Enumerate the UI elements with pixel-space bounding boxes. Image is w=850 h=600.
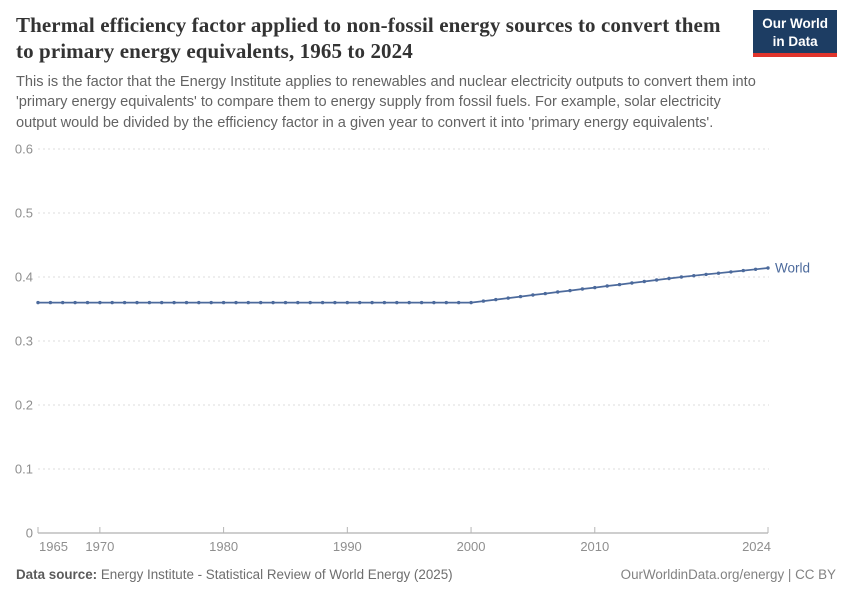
data-point <box>679 275 684 279</box>
data-point <box>320 300 325 305</box>
data-point <box>692 274 696 278</box>
data-point <box>729 270 733 274</box>
data-point <box>432 300 436 305</box>
data-source-label: Data source: <box>16 567 98 582</box>
data-point <box>531 293 535 297</box>
data-point <box>184 300 189 305</box>
series-line <box>38 267 769 304</box>
data-point <box>259 300 263 305</box>
data-point <box>73 300 77 305</box>
y-tick-label: 0 <box>26 526 33 541</box>
data-point <box>741 268 745 273</box>
data-point <box>345 300 349 305</box>
data-point <box>172 300 176 305</box>
data-point <box>556 290 560 294</box>
data-point <box>36 300 40 305</box>
data-point <box>246 300 250 305</box>
data-point <box>147 300 152 305</box>
data-point <box>457 300 461 305</box>
x-tick-label: 2010 <box>580 539 609 554</box>
chart-title: Thermal efficiency factor applied to non… <box>16 13 721 64</box>
x-tick-label: 2000 <box>457 539 486 554</box>
data-point <box>654 278 659 282</box>
data-point <box>283 300 288 305</box>
y-tick-label: 0.1 <box>15 462 33 477</box>
data-point <box>48 300 53 305</box>
y-tick-label: 0.5 <box>15 206 33 221</box>
x-tick-label: 1970 <box>85 539 114 554</box>
data-point <box>568 288 572 293</box>
data-point <box>605 284 609 288</box>
data-point <box>122 300 127 305</box>
owid-logo-line1: Our World <box>762 16 828 31</box>
data-point <box>333 300 337 305</box>
data-point <box>308 300 312 305</box>
y-tick-label: 0.4 <box>15 270 33 285</box>
data-point <box>494 297 498 302</box>
data-point <box>271 300 275 305</box>
x-tick-label: 1965 <box>39 539 68 554</box>
data-point <box>580 287 585 291</box>
y-tick-label: 0.6 <box>15 142 33 157</box>
data-point <box>358 300 362 305</box>
data-point <box>753 267 758 271</box>
y-tick-label: 0.2 <box>15 398 33 413</box>
data-point <box>382 300 387 305</box>
data-point <box>481 299 486 303</box>
data-point <box>667 276 671 281</box>
data-point <box>407 300 411 305</box>
data-point <box>704 272 708 277</box>
chart-footer: Data source: Energy Institute - Statisti… <box>16 567 836 582</box>
data-point <box>444 300 448 305</box>
data-point <box>642 279 646 284</box>
data-point <box>518 294 523 299</box>
data-point <box>716 271 721 275</box>
data-point <box>419 300 424 305</box>
data-source-value: Energy Institute - Statistical Review of… <box>100 567 453 582</box>
data-point <box>85 300 90 305</box>
data-point <box>61 300 65 305</box>
data-point <box>160 300 164 305</box>
data-point <box>469 300 473 305</box>
data-point <box>296 300 300 305</box>
data-point <box>221 300 226 305</box>
data-point <box>593 285 597 290</box>
x-tick-label: 2024 <box>742 539 771 554</box>
data-point <box>543 291 547 296</box>
data-point <box>370 300 374 305</box>
x-tick-label: 1980 <box>209 539 238 554</box>
credit-link[interactable]: OurWorldinData.org/energy | CC BY <box>620 567 836 582</box>
owid-logo-line2: in Data <box>772 33 818 49</box>
x-tick-label: 1990 <box>333 539 362 554</box>
owid-logo[interactable]: Our World in Data <box>753 10 837 58</box>
data-point <box>395 300 399 305</box>
data-point <box>506 296 510 300</box>
data-point <box>766 266 770 270</box>
data-point <box>209 300 213 305</box>
y-tick-label: 0.3 <box>15 334 33 349</box>
data-point <box>630 281 634 285</box>
data-point <box>98 300 102 305</box>
chart-header: Thermal efficiency factor applied to non… <box>16 12 761 134</box>
data-point <box>197 300 201 305</box>
data-point <box>135 300 139 305</box>
data-point <box>234 300 238 305</box>
data-point <box>110 300 114 305</box>
data-point <box>617 282 622 287</box>
chart-subtitle: This is the factor that the Energy Insti… <box>16 73 756 131</box>
data-source: Data source: Energy Institute - Statisti… <box>16 567 453 582</box>
series-end-label: World <box>775 261 810 276</box>
